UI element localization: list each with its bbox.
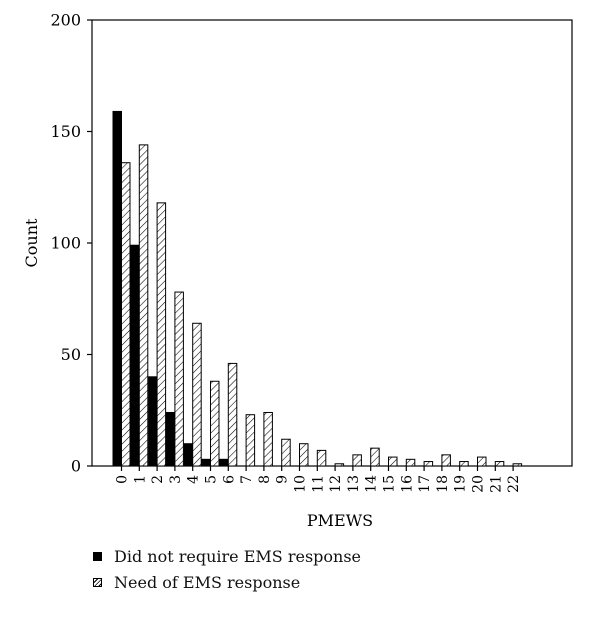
x-tick-label: 2 (150, 475, 166, 484)
bar-need-ems-16 (405, 458, 416, 467)
x-tick-label: 16 (399, 475, 415, 493)
bar-need-ems-17 (423, 461, 434, 467)
bar-need-ems-13 (352, 454, 362, 467)
y-axis-label: Count (22, 218, 41, 267)
legend-item-did-not-require: Did not require EMS response (93, 543, 361, 569)
x-tick-label: 6 (221, 475, 237, 484)
x-tick-label: 13 (346, 475, 362, 493)
x-tick-label: 20 (471, 475, 487, 493)
x-axis-label: PMEWS (307, 511, 373, 530)
x-tick-label: 4 (186, 475, 202, 484)
bar-need-ems-14 (370, 447, 380, 467)
x-tick-label: 9 (275, 475, 291, 484)
bar-did-not-require-0 (112, 110, 122, 467)
bar-need-ems-15 (388, 456, 398, 467)
x-tick-label: 22 (506, 475, 522, 493)
axis-labels: PMEWS Count (22, 218, 373, 530)
x-tick-label: 17 (417, 475, 433, 493)
bar-did-not-require-1 (130, 244, 140, 467)
bar-need-ems-10 (299, 443, 309, 467)
y-tick-label: 50 (61, 345, 81, 364)
bar-did-not-require-3 (165, 411, 176, 467)
x-tick-label: 21 (488, 475, 504, 493)
x-tick-label: 14 (364, 475, 380, 493)
y-tick-label: 100 (50, 234, 81, 253)
x-tick-label: 15 (382, 475, 398, 493)
x-tick-label: 10 (293, 475, 309, 493)
x-tick-label: 1 (132, 475, 148, 484)
x-tick-label: 12 (328, 475, 344, 493)
bar-did-not-require-4 (183, 443, 194, 467)
bar-did-not-require-6 (219, 458, 229, 467)
x-tick-label: 8 (257, 475, 273, 484)
bar-did-not-require-5 (201, 458, 211, 467)
legend-label-did-not-require: Did not require EMS response (114, 546, 362, 566)
bar-need-ems-2 (156, 202, 167, 467)
bar-need-ems-11 (316, 449, 327, 467)
y-tick-label: 200 (50, 11, 81, 30)
legend-swatch-hatched (93, 577, 102, 587)
x-tick-label: 19 (453, 475, 469, 493)
x-tick-label: 5 (204, 475, 220, 484)
x-tick-label: 0 (115, 475, 131, 484)
bar-need-ems-7 (245, 414, 256, 467)
legend-swatch-solid (93, 551, 102, 561)
x-tick-label: 7 (239, 475, 255, 484)
bar-need-ems-12 (334, 463, 345, 467)
legend-label-need-ems: Need of EMS response (114, 572, 301, 592)
x-tick-label: 18 (435, 475, 451, 493)
bar-need-ems-1 (138, 144, 149, 467)
bar-need-ems-21 (494, 461, 505, 467)
bar-need-ems-22 (512, 463, 523, 467)
bars (112, 110, 523, 467)
legend-item-need-ems: Need of EMS response (93, 569, 361, 595)
bar-need-ems-4 (192, 322, 202, 467)
bar-need-ems-0 (121, 162, 131, 467)
legend: Did not require EMS response Need of EMS… (93, 543, 361, 595)
bar-need-ems-3 (174, 291, 184, 467)
bar-need-ems-6 (227, 362, 238, 467)
bar-need-ems-9 (281, 438, 291, 467)
bar-need-ems-8 (263, 411, 273, 467)
bar-need-ems-5 (210, 380, 220, 467)
bar-need-ems-19 (459, 461, 469, 467)
bar-did-not-require-2 (148, 376, 158, 467)
bar-need-ems-20 (477, 456, 487, 467)
y-tick-label: 0 (71, 457, 81, 476)
x-tick-label: 3 (168, 475, 184, 484)
x-tick-label: 11 (310, 475, 326, 493)
y-tick-label: 150 (50, 122, 81, 141)
bar-need-ems-18 (441, 454, 451, 467)
